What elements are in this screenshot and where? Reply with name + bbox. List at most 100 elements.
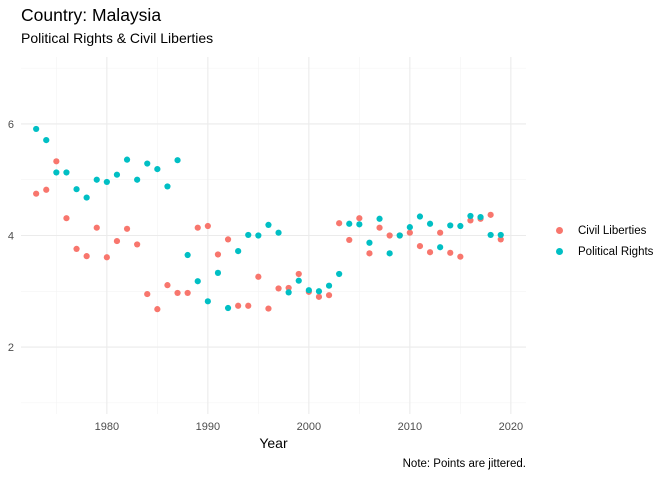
civil-liberties-point [184,289,191,297]
civil-liberties-point [224,236,232,243]
political-rights-point [224,304,232,312]
political-rights-point [346,220,353,227]
civil-liberties-point [315,293,323,300]
civil-liberties-point [295,270,302,278]
political-rights-point [305,287,312,294]
political-rights-point [73,186,80,193]
civil-liberties-point [275,285,282,292]
civil-liberties-point [265,305,272,312]
civil-liberties-point [285,284,292,292]
political-rights-point [194,278,201,285]
political-rights-point [315,288,323,295]
political-rights-point [33,125,40,133]
civil-liberties-point [53,158,60,165]
political-rights-point [285,289,292,296]
political-rights-point [396,232,403,239]
civil-liberties-point [235,302,242,309]
political-rights-point [447,222,454,229]
legend-item-civil-liberties: Civil Liberties [550,220,653,241]
civil-liberties-point [144,290,151,298]
political-rights-point [295,277,302,284]
civil-liberties-point [346,236,353,244]
civil-liberties-point [336,220,343,227]
political-rights-point [416,213,424,220]
civil-liberties-point [467,217,474,224]
legend-label: Civil Liberties [578,224,647,237]
civil-liberties-point [487,211,494,218]
political-rights-point [235,248,242,255]
x-tick-label: 2020 [499,421,523,433]
x-axis-title: Year [259,435,288,451]
political-rights-point [113,171,121,178]
y-tick-label: 4 [8,231,14,243]
civil-liberties-point [437,229,444,236]
civil-liberties-point [43,186,50,193]
political-rights-point [275,229,282,236]
civil-liberties-point [214,251,222,258]
political-rights-point [336,270,343,278]
civil-liberties-point [113,237,121,245]
political-rights-point [245,231,252,239]
legend-dot-political-rights [555,248,563,255]
political-rights-point [467,212,474,220]
political-rights-point [184,251,191,259]
political-rights-point [63,169,70,176]
civil-liberties-point [134,241,141,248]
civil-liberties-point [376,224,383,231]
political-rights-point [204,298,211,305]
political-rights-point [103,178,110,186]
y-tick-label: 6 [8,119,14,131]
political-rights-point [265,221,272,229]
political-rights-point [255,232,262,239]
political-rights-point [154,166,161,173]
chart-title: Country: Malaysia [21,5,162,25]
political-rights-point [123,156,131,163]
civil-liberties-point [33,190,40,197]
political-rights-point [426,220,434,227]
political-rights-point [134,176,141,183]
x-tick-label: 1990 [196,421,220,433]
legend-item-political-rights: Political Rights [550,241,653,262]
legend-label: Political Rights [578,245,654,258]
political-rights-point [457,222,464,230]
civil-liberties-point [426,249,434,256]
political-rights-point [43,137,50,144]
political-rights-point [214,269,222,276]
civil-liberties-point [93,224,100,231]
civil-liberties-point [497,236,504,243]
civil-liberties-point [356,215,363,222]
political-rights-point [487,231,494,239]
civil-liberties-point [447,249,454,256]
x-tick-label: 1980 [95,421,119,433]
political-rights-point [366,239,373,246]
chart-subtitle: Political Rights & Civil Liberties [21,30,214,46]
legend-dot-civil-liberties [555,227,563,234]
civil-liberties-point [366,250,373,257]
political-rights-point [325,282,333,289]
legend: Civil Liberties Political Rights [550,220,653,262]
political-rights-point [437,244,444,251]
civil-liberties-point [255,273,262,280]
civil-liberties-point [103,254,110,261]
civil-liberties-point [245,302,252,309]
political-rights-point [477,213,484,221]
civil-liberties-point [386,232,393,239]
civil-liberties-point [73,245,80,252]
civil-liberties-point [174,289,181,297]
civil-liberties-point [325,292,333,299]
y-tick-label: 2 [8,342,14,354]
political-rights-point [376,215,383,222]
civil-liberties-point [457,253,464,260]
civil-liberties-point [406,229,413,236]
political-rights-point [93,176,100,183]
political-rights-point [497,231,504,239]
political-rights-point [53,169,60,176]
civil-liberties-point [416,242,424,250]
political-rights-point [174,157,181,164]
x-tick-label: 2010 [398,421,422,433]
civil-liberties-point [164,282,171,289]
civil-liberties-point [154,306,161,313]
x-tick-label: 2000 [297,421,321,433]
civil-liberties-point [194,224,201,231]
